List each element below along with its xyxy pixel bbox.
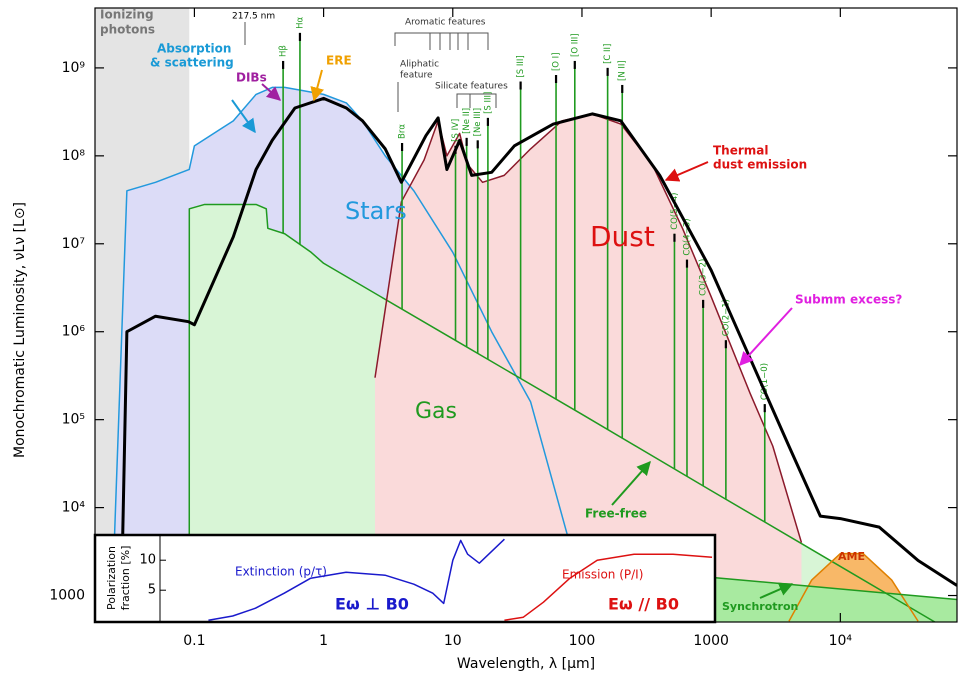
annotation: Absorption <box>157 42 231 56</box>
y-tick-label: 10⁵ <box>62 412 85 428</box>
annotation: Silicate features <box>435 82 508 92</box>
inset: Extinction (p/τ) Emission (P/I) Eω ⊥ B0 Eω … <box>93 533 717 624</box>
annotation: feature <box>400 71 433 81</box>
emission-line-label: [S III] <box>516 55 526 77</box>
emission-line-label: [Ne II] <box>462 108 472 134</box>
series-label: Extinction (p/τ) <box>235 565 327 579</box>
annotation: & scattering <box>150 56 234 70</box>
annotation: Eω ⊥ B0 <box>335 595 409 614</box>
x-tick-label: 1 <box>319 633 328 649</box>
emission-line-label: CO(1−0) <box>760 363 770 400</box>
series-label: Synchrotron <box>722 600 798 613</box>
y-tick-label: 10⁷ <box>62 236 85 252</box>
area <box>714 577 957 622</box>
emission-line-label: Hα <box>295 17 305 29</box>
line <box>788 552 919 622</box>
annotation: Aromatic features <box>405 18 486 28</box>
y-tick-label: 10⁹ <box>62 60 86 76</box>
annotation: 217.5 nm <box>232 12 275 22</box>
annotation: Aliphatic <box>400 60 439 70</box>
annotation: Thermal <box>713 144 769 158</box>
bracket <box>394 32 489 50</box>
line <box>119 96 957 622</box>
series-label: Stars <box>345 197 407 225</box>
x-tick-label: 10 <box>444 633 462 649</box>
arrow <box>310 69 325 102</box>
emission-line-label: CO(4−3) <box>682 218 692 255</box>
arrow <box>611 460 651 506</box>
x-tick-label: 10⁴ <box>829 633 853 649</box>
inset-frame <box>93 533 717 624</box>
line <box>110 86 571 622</box>
emission-line-label: Hβ <box>279 45 289 57</box>
x-axis-label: Wavelength, λ [μm] <box>457 656 595 672</box>
y-tick-label: 10⁶ <box>62 324 86 340</box>
y-axis-label: Monochromatic Luminosity, νLν [L⊙] <box>12 202 28 458</box>
inset-y-label: fraction [%] <box>119 546 132 611</box>
annotation: Submm excess? <box>795 293 902 307</box>
emission-line-label: [S III] <box>483 92 493 114</box>
arrow <box>261 83 282 101</box>
emission-line-label: CO(2−1) <box>721 299 731 336</box>
emission-line-label: [S IV] <box>451 119 461 142</box>
y-tick-label: 10⁸ <box>62 148 86 164</box>
series-label: Emission (P/I) <box>562 568 643 582</box>
y-tick-label: 10⁴ <box>62 500 86 516</box>
annotation: dust emission <box>713 158 807 172</box>
x-tick-label: 100 <box>569 633 596 649</box>
area <box>375 113 802 622</box>
arrow <box>759 582 794 599</box>
arrow <box>664 161 709 182</box>
inset-background <box>95 535 715 622</box>
emission-line-label: [Ne III] <box>473 108 483 136</box>
line <box>504 553 713 621</box>
emission-line-label: CO(5−4) <box>670 193 680 230</box>
annotation: Eω // B0 <box>608 595 679 614</box>
annotation: ERE <box>326 54 352 68</box>
arrow <box>739 307 793 367</box>
decorations <box>231 22 794 599</box>
annotation: Free-free <box>585 507 647 521</box>
series-label: Dust <box>590 220 655 253</box>
emission-line-label: [C II] <box>603 44 613 64</box>
inset-y-label: Polarization <box>105 546 118 610</box>
series-label: AME <box>838 550 865 563</box>
emission-line-label: [O I] <box>552 52 562 71</box>
y-tick-label: 5 <box>148 583 156 598</box>
annotation: Ionizing <box>100 8 154 22</box>
arrow <box>231 99 256 134</box>
emission-line-label: CO(3−2) <box>699 259 709 296</box>
emission-line-label: Brα <box>398 124 408 139</box>
line <box>208 538 505 621</box>
x-tick-label: 1000 <box>693 633 729 649</box>
emission-line-label: [N II] <box>618 60 628 81</box>
series-label: Gas <box>415 399 457 424</box>
line <box>714 576 957 601</box>
line <box>188 203 937 622</box>
y-tick-label: 1000 <box>49 588 85 604</box>
y-tick-label: 10 <box>139 553 156 568</box>
x-tick-label: 0.1 <box>183 633 205 649</box>
bracket <box>456 93 497 108</box>
emission-line-label: [O III] <box>570 33 580 57</box>
annotation: DIBs <box>236 71 267 85</box>
annotation: photons <box>100 23 155 37</box>
